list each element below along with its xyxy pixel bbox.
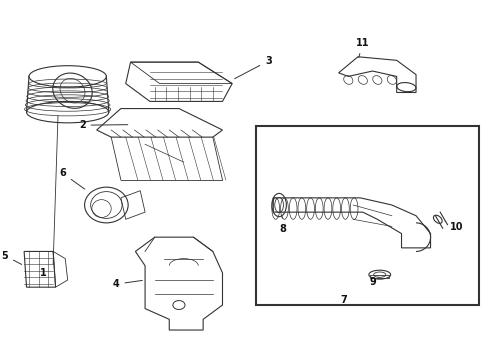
Bar: [256, 126, 479, 305]
Text: 9: 9: [369, 277, 379, 287]
Text: 6: 6: [59, 168, 85, 189]
Text: 5: 5: [1, 251, 22, 265]
Text: 1: 1: [40, 267, 47, 278]
Text: 4: 4: [113, 279, 142, 289]
Text: 8: 8: [279, 217, 287, 234]
Text: 3: 3: [235, 56, 272, 79]
Text: 2: 2: [79, 120, 128, 130]
Text: 10: 10: [445, 221, 464, 232]
Text: 11: 11: [356, 38, 369, 58]
Text: 7: 7: [340, 295, 347, 305]
